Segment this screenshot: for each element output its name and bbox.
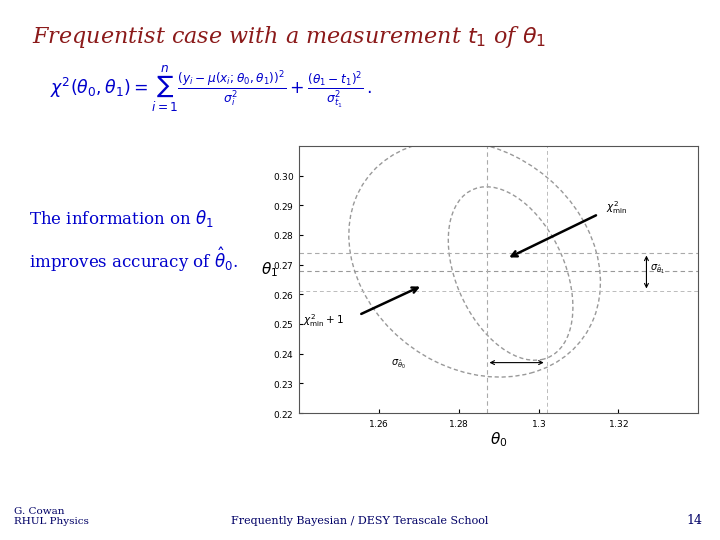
Text: $\chi^2_{\rm min}+1$: $\chi^2_{\rm min}+1$	[303, 312, 343, 329]
Text: $\sigma_{\hat{\theta}_0}$: $\sigma_{\hat{\theta}_0}$	[391, 357, 406, 370]
Text: Frequently Bayesian / DESY Terascale School: Frequently Bayesian / DESY Terascale Sch…	[231, 516, 489, 526]
Y-axis label: $\theta_1$: $\theta_1$	[261, 261, 278, 280]
Text: $\sigma_{\hat{\theta}_1}$: $\sigma_{\hat{\theta}_1}$	[650, 262, 665, 275]
Text: The information on $\theta_1$: The information on $\theta_1$	[29, 208, 214, 229]
Text: $\chi^2_{\rm min}$: $\chi^2_{\rm min}$	[606, 199, 628, 216]
Text: Frequentist case with a measurement $t_1$ of $\theta_1$: Frequentist case with a measurement $t_1…	[32, 24, 546, 50]
Text: $\chi^2(\theta_0,\theta_1) = \sum_{i=1}^{n}\frac{(y_i-\mu(x_i;\theta_0,\theta_1): $\chi^2(\theta_0,\theta_1) = \sum_{i=1}^…	[50, 64, 373, 114]
X-axis label: $\theta_0$: $\theta_0$	[490, 430, 508, 449]
Text: improves accuracy of $\hat{\theta}_0$.: improves accuracy of $\hat{\theta}_0$.	[29, 246, 238, 274]
Text: G. Cowan
RHUL Physics: G. Cowan RHUL Physics	[14, 507, 89, 526]
Text: 14: 14	[686, 514, 702, 526]
